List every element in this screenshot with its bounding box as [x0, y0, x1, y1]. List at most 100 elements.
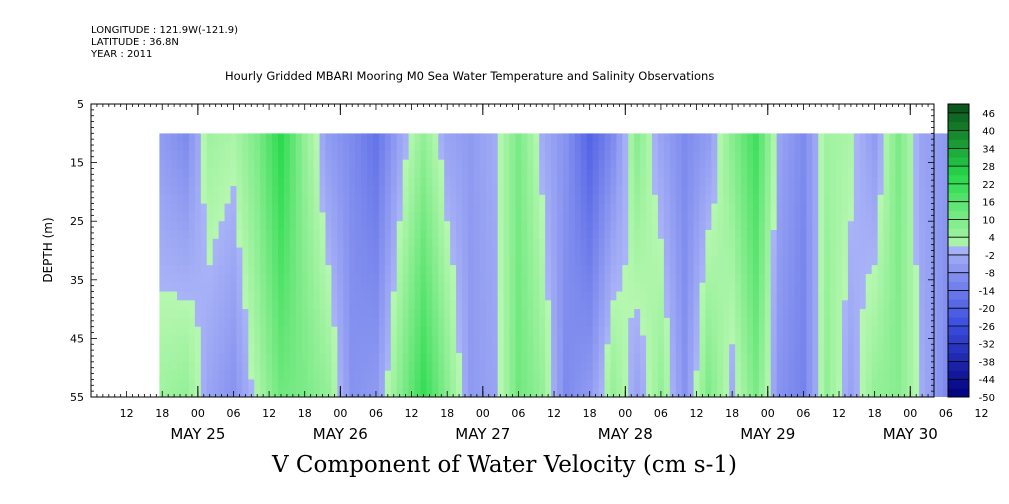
heatmap-cell	[592, 133, 600, 143]
heatmap-cell	[278, 273, 285, 284]
heatmap-cell	[889, 353, 897, 363]
heatmap-cell	[200, 353, 208, 363]
heatmap-cell	[782, 256, 790, 266]
heatmap-cell	[865, 133, 873, 143]
heatmap-cell	[545, 168, 552, 178]
heatmap-cell	[278, 247, 285, 257]
heatmap-cell	[361, 159, 368, 170]
heatmap-cell	[260, 256, 267, 266]
heatmap-cell	[218, 186, 226, 196]
heatmap-cell	[758, 335, 766, 345]
heatmap-cell	[545, 353, 552, 363]
heatmap-cell	[669, 379, 677, 389]
heatmap-cell	[806, 142, 813, 152]
heatmap-cell	[705, 194, 712, 205]
heatmap-cell	[752, 142, 760, 152]
heatmap-cell	[586, 379, 594, 389]
heatmap-cell	[479, 265, 487, 275]
heatmap-cell	[859, 370, 867, 381]
heatmap-cell	[248, 238, 255, 249]
heatmap-cell	[384, 247, 392, 257]
heatmap-cell	[343, 326, 350, 337]
heatmap-cell	[836, 317, 843, 328]
heatmap-cell	[758, 388, 766, 398]
heatmap-cell	[788, 282, 796, 293]
heatmap-cell	[479, 379, 487, 389]
heatmap-cell	[574, 388, 582, 398]
heatmap-cell	[562, 133, 570, 143]
heatmap-cell	[758, 177, 766, 187]
heatmap-cell	[901, 273, 908, 284]
heatmap-cell	[230, 353, 238, 363]
heatmap-cell	[248, 212, 255, 222]
colorbar-segment	[948, 130, 969, 140]
heatmap-cell	[503, 159, 511, 170]
heatmap-cell	[467, 335, 475, 345]
heatmap-cell	[545, 265, 552, 275]
heatmap-cell	[681, 221, 689, 231]
heatmap-cell	[485, 229, 493, 240]
heatmap-cell	[794, 212, 802, 222]
heatmap-cell	[349, 291, 356, 301]
heatmap-cell	[812, 282, 819, 293]
heatmap-cell	[622, 159, 629, 170]
heatmap-cell	[450, 238, 457, 249]
heatmap-cell	[800, 186, 807, 196]
heatmap-cell	[224, 344, 232, 354]
heatmap-cell	[467, 353, 475, 363]
heatmap-cell	[895, 291, 902, 301]
x-hour-tick-label: 06	[796, 407, 810, 420]
heatmap-cell	[836, 361, 843, 372]
heatmap-cell	[224, 388, 232, 398]
heatmap-cell	[515, 379, 523, 389]
heatmap-cell	[396, 212, 404, 222]
heatmap-cell	[663, 168, 671, 178]
heatmap-cell	[604, 203, 612, 214]
heatmap-cell	[325, 309, 333, 319]
heatmap-cell	[853, 379, 861, 389]
heatmap-cell	[171, 326, 178, 337]
heatmap-cell	[295, 317, 303, 328]
heatmap-cell	[746, 335, 754, 345]
heatmap-cell	[159, 265, 166, 275]
heatmap-cell	[604, 388, 612, 398]
heatmap-cell	[883, 150, 891, 161]
heatmap-cell	[687, 309, 695, 319]
heatmap-cell	[800, 317, 807, 328]
heatmap-cell	[794, 388, 802, 398]
heatmap-cell	[426, 388, 433, 398]
heatmap-cell	[616, 388, 623, 398]
heatmap-cell	[562, 168, 570, 178]
heatmap-cell	[812, 186, 819, 196]
heatmap-cell	[580, 361, 588, 372]
heatmap-cell	[551, 159, 558, 170]
heatmap-cell	[473, 142, 481, 152]
heatmap-cell	[913, 133, 920, 143]
heatmap-cell	[646, 291, 653, 301]
heatmap-cell	[515, 203, 523, 214]
heatmap-cell	[758, 317, 766, 328]
heatmap-cell	[230, 133, 238, 143]
heatmap-cell	[562, 309, 570, 319]
heatmap-cell	[438, 203, 445, 214]
heatmap-cell	[818, 309, 825, 319]
heatmap-cell	[812, 326, 819, 337]
heatmap-cell	[289, 309, 297, 319]
heatmap-cell	[414, 203, 422, 214]
heatmap-cell	[343, 265, 350, 275]
heatmap-cell	[551, 168, 558, 178]
heatmap-cell	[865, 212, 873, 222]
heatmap-cell	[260, 186, 267, 196]
heatmap-cell	[515, 265, 523, 275]
heatmap-cell	[877, 353, 885, 363]
heatmap-cell	[420, 265, 428, 275]
heatmap-cell	[248, 379, 255, 389]
heatmap-cell	[859, 326, 867, 337]
heatmap-cell	[367, 361, 374, 372]
heatmap-cell	[414, 309, 422, 319]
heatmap-cell	[527, 282, 534, 293]
heatmap-cell	[473, 282, 481, 293]
heatmap-cell	[479, 309, 487, 319]
heatmap-cell	[206, 159, 214, 170]
heatmap-cell	[266, 361, 273, 372]
